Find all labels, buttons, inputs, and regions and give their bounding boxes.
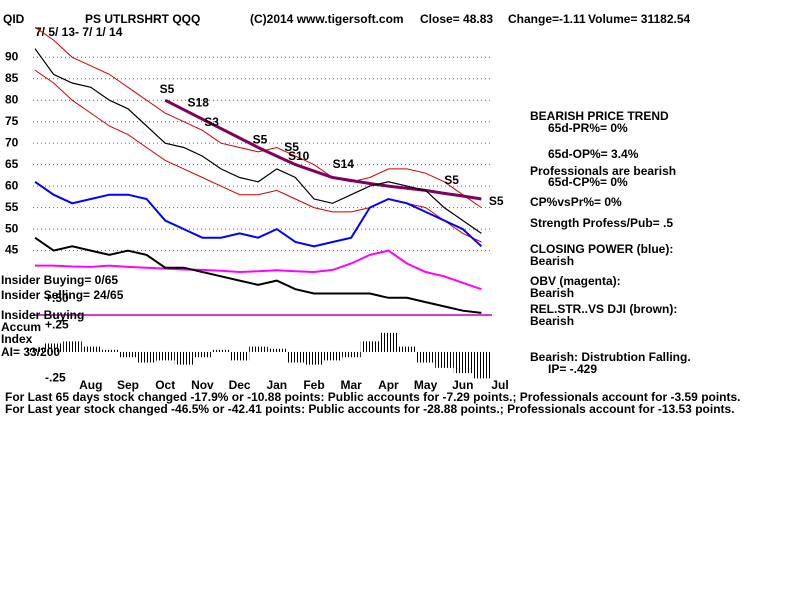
x-tick-label: Feb <box>303 378 324 392</box>
x-tick-label: Apr <box>378 378 399 392</box>
note: REL.STR..VS DJI (brown): <box>530 302 677 316</box>
y-tick-label: 90 <box>5 49 19 63</box>
signal-label: S5 <box>253 132 268 146</box>
signal-label: S3 <box>204 115 219 129</box>
x-tick-label: Mar <box>341 378 363 392</box>
note: Strength Profess/Pub= .5 <box>530 216 673 230</box>
y-tick-label: +.50 <box>45 291 69 305</box>
series-line <box>34 180 483 248</box>
note: CLOSING POWER (blue): <box>530 242 673 256</box>
y-tick-label: +.25 <box>45 318 69 332</box>
accum-bar <box>212 349 231 352</box>
signal-label: S18 <box>188 95 210 109</box>
date-range: 7/ 5/ 13- 7/ 1/ 14 <box>35 25 123 39</box>
x-tick-label: May <box>414 378 438 392</box>
series-line <box>34 48 482 234</box>
note: Bearish <box>530 254 574 268</box>
volume: Volume= 31182.54 <box>588 12 691 26</box>
accum-bar <box>453 351 473 374</box>
y-tick-label: 75 <box>5 114 19 128</box>
accum-bar <box>230 351 250 361</box>
x-tick-label: Dec <box>229 378 251 392</box>
signal-label: S5 <box>444 173 459 187</box>
y-tick-label: 60 <box>5 178 19 192</box>
y-tick-label: 45 <box>5 243 19 257</box>
accum-bar <box>44 343 64 352</box>
series-line <box>35 249 482 291</box>
accum-bar <box>435 351 454 368</box>
accum-bar <box>472 351 491 379</box>
series-line <box>34 236 482 314</box>
accum-bar <box>26 348 45 352</box>
accum-bar <box>63 341 82 352</box>
change: Change=-1.11 <box>508 12 586 26</box>
note: Professionals are bearish <box>530 164 676 178</box>
series-line <box>164 98 482 201</box>
note: CP%vsPr%= 0% <box>530 195 622 209</box>
signal-label: S5 <box>489 194 504 208</box>
panel-label: Insider Buying <box>1 308 84 322</box>
signal-label: S14 <box>333 157 355 171</box>
accum-bar <box>81 346 101 352</box>
accum-bar <box>360 341 380 352</box>
accum-bar <box>305 351 324 365</box>
x-tick-label: Jul <box>491 378 508 392</box>
panel-label: Index <box>1 332 33 346</box>
accum-bar <box>100 349 119 352</box>
footer-line: For Last year stock changed -46.5% or -4… <box>5 402 735 416</box>
y-tick-label: 85 <box>5 71 19 85</box>
y-tick-label: 55 <box>5 200 19 214</box>
y-tick-label: 70 <box>5 135 19 149</box>
accum-bar <box>249 346 268 352</box>
note: Bearish <box>530 286 574 300</box>
x-tick-label: Jun <box>452 378 473 392</box>
x-tick-label: Nov <box>191 378 214 392</box>
accum-bar <box>286 351 305 363</box>
y-tick-label: 50 <box>5 221 19 235</box>
panel-label: Insider Buying= 0/65 <box>1 273 118 287</box>
signal-label: S5 <box>160 82 175 96</box>
accum-bar <box>398 346 417 352</box>
x-tick-label: Jan <box>266 378 287 392</box>
series-line <box>34 69 482 243</box>
close: Close= 48.83 <box>420 12 493 26</box>
note: Bearish <box>530 314 574 328</box>
note: OBV (magenta): <box>530 274 621 288</box>
note: BEARISH PRICE TREND <box>530 109 669 123</box>
accum-bar <box>323 351 343 361</box>
note: Bearish: Distrubtion Falling. <box>530 350 691 364</box>
x-tick-label: Oct <box>155 378 175 392</box>
signal-label: S10 <box>288 149 310 163</box>
accum-bar <box>137 351 157 363</box>
panel-label: Accum <box>1 320 41 334</box>
name: PS UTLRSHRT QQQ <box>85 12 200 26</box>
accum-bar <box>119 351 138 358</box>
accum-bar <box>193 351 212 358</box>
x-tick-label: Aug <box>79 378 102 392</box>
note: 65d-PR%= 0% <box>548 121 628 135</box>
y-tick-label: -.25 <box>45 371 66 385</box>
footer-line: For Last 65 days stock changed -17.9% or… <box>5 390 741 404</box>
symbol: QID <box>3 12 25 26</box>
accum-bar <box>156 351 175 361</box>
y-tick-label: 80 <box>5 92 19 106</box>
panel-label: Insider Selling= 24/65 <box>1 288 124 302</box>
accum-bar <box>174 351 194 365</box>
note: 65d-OP%= 3.4% <box>548 147 639 161</box>
series-line <box>34 26 482 209</box>
accum-bar <box>416 351 436 363</box>
y-tick-label: 65 <box>5 157 19 171</box>
source: (C)2014 www.tigersoft.com <box>250 12 404 26</box>
panel-label: AI= 33/200 <box>1 345 60 359</box>
x-tick-label: Sep <box>117 378 139 392</box>
note: 65d-CP%= 0% <box>548 175 628 189</box>
accum-bar <box>267 348 287 352</box>
accum-bar <box>342 351 361 358</box>
accum-bar <box>379 332 398 352</box>
signal-label: S5 <box>284 140 299 154</box>
note: IP= -.429 <box>548 362 597 376</box>
